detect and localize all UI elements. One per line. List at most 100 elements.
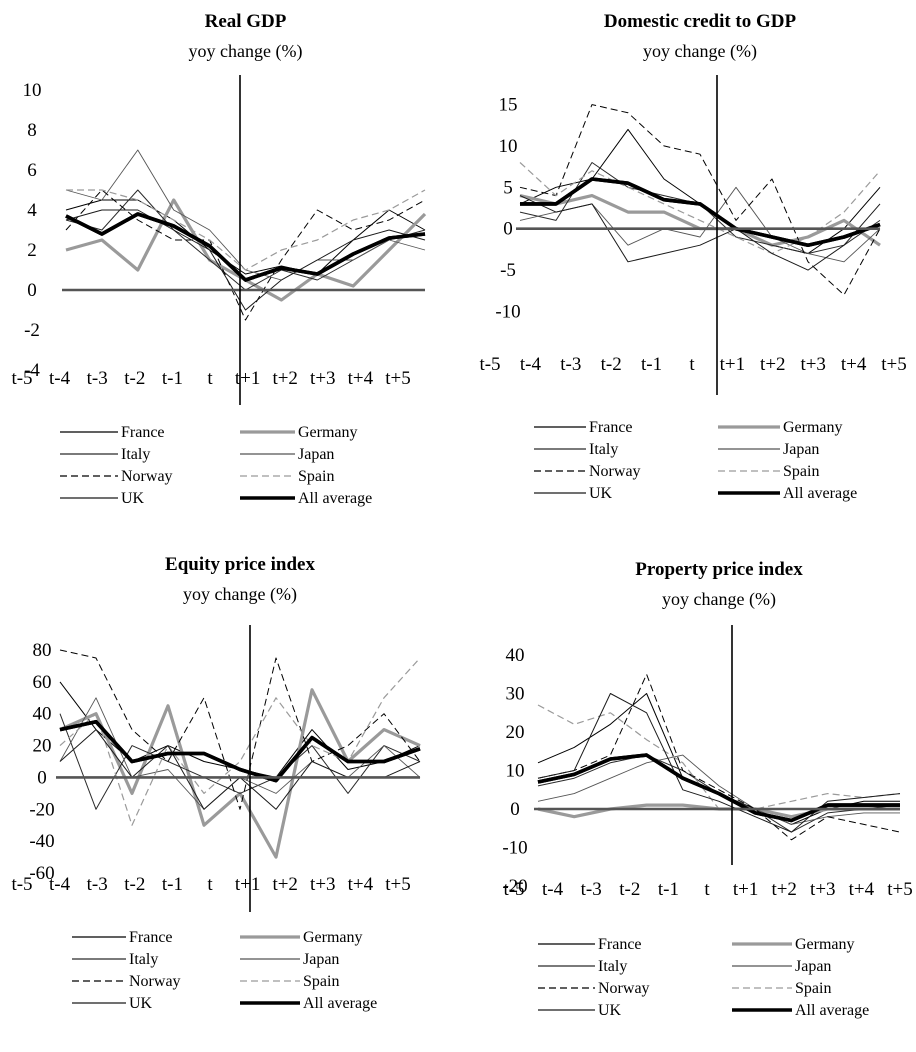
x-tick-label: t+5 bbox=[887, 879, 913, 900]
legend-label: Spain bbox=[303, 973, 339, 990]
x-tick-label: t+3 bbox=[800, 354, 826, 375]
legend-label: Norway bbox=[589, 463, 641, 480]
y-tick-label: -20 bbox=[29, 799, 54, 820]
legend-label: Spain bbox=[795, 980, 831, 997]
legend-label: France bbox=[129, 929, 173, 946]
series-line-germany bbox=[59, 688, 421, 859]
x-tick-label: t+4 bbox=[348, 368, 374, 389]
y-tick-label: 0 bbox=[503, 219, 513, 240]
x-tick-label: t+4 bbox=[849, 879, 875, 900]
x-tick-label: t-2 bbox=[619, 879, 640, 900]
chart-panel-4: Property price index yoy change (%) -20 -10… bbox=[502, 559, 912, 1019]
x-tick-label: t-4 bbox=[49, 368, 71, 389]
y-tick-label: 8 bbox=[27, 120, 37, 141]
series-line-japan bbox=[65, 149, 426, 281]
y-tick-label: -20 bbox=[502, 876, 527, 897]
x-tick-label: t-4 bbox=[520, 354, 542, 375]
x-tick-label: t-3 bbox=[87, 368, 108, 389]
x-tick-label: t+2 bbox=[272, 368, 298, 389]
x-tick-label: t+1 bbox=[235, 368, 261, 389]
chart-title: Real GDP bbox=[205, 11, 287, 32]
series-line-japan bbox=[537, 754, 900, 825]
y-tick-label: 2 bbox=[27, 240, 37, 261]
legend-label: Japan bbox=[783, 441, 819, 458]
x-tick-label: t-1 bbox=[658, 879, 679, 900]
y-tick-label: 6 bbox=[27, 160, 37, 181]
x-tick-label: t+3 bbox=[810, 879, 836, 900]
series-line-uk bbox=[537, 693, 901, 833]
x-tick-label: t-1 bbox=[162, 874, 183, 895]
legend-label: UK bbox=[598, 1002, 622, 1019]
legend-label: Japan bbox=[795, 958, 831, 975]
y-tick-label: 0 bbox=[510, 799, 520, 820]
chart-title: Domestic credit to GDP bbox=[604, 11, 797, 32]
legend-label: All average bbox=[303, 995, 377, 1012]
x-tick-label: t-4 bbox=[49, 874, 71, 895]
legend-label: Norway bbox=[121, 468, 173, 485]
y-tick-label: 80 bbox=[33, 640, 52, 661]
series-line-uk bbox=[65, 209, 426, 311]
series-line-norway bbox=[65, 189, 426, 321]
y-tick-label: 15 bbox=[499, 95, 518, 116]
x-tick-label: t-4 bbox=[542, 879, 564, 900]
x-tick-label: t bbox=[207, 874, 213, 895]
legend-label: Spain bbox=[783, 463, 819, 480]
series-line-spain bbox=[59, 657, 421, 826]
x-tick-label: t+2 bbox=[760, 354, 786, 375]
legend-label: Japan bbox=[298, 446, 334, 463]
legend-label: All average bbox=[795, 1002, 869, 1019]
x-tick-label: t-1 bbox=[162, 368, 183, 389]
x-tick-label: t+1 bbox=[720, 354, 746, 375]
y-tick-label: 10 bbox=[499, 136, 518, 157]
chart-panel-3: Equity price index yoy change (%) -60 -40 -2… bbox=[11, 554, 421, 1012]
legend-label: All average bbox=[783, 485, 857, 502]
y-tick-label: 40 bbox=[33, 704, 52, 725]
y-tick-label: 60 bbox=[33, 672, 52, 693]
chart-panel-2: Domestic credit to GDP yoy change (%) -10 -… bbox=[479, 11, 906, 502]
legend-label: UK bbox=[129, 995, 153, 1012]
legend-label: Spain bbox=[298, 468, 334, 485]
legend-label: France bbox=[121, 424, 165, 441]
series-line-norway bbox=[519, 104, 881, 296]
x-tick-label: t+2 bbox=[272, 874, 298, 895]
series-line-norway bbox=[59, 649, 421, 810]
legend-label: UK bbox=[589, 485, 613, 502]
y-tick-label: -2 bbox=[24, 320, 40, 341]
y-tick-label: 10 bbox=[506, 761, 525, 782]
y-tick-label: -10 bbox=[502, 838, 527, 859]
chart-subtitle: yoy change (%) bbox=[183, 584, 297, 605]
x-tick-label: t-1 bbox=[641, 354, 662, 375]
series-line-all-average-top bbox=[59, 719, 421, 783]
series-line-norway bbox=[537, 673, 901, 841]
x-tick-label: t-5 bbox=[11, 874, 32, 895]
y-tick-label: 5 bbox=[503, 177, 513, 198]
x-tick-label: t-5 bbox=[503, 879, 524, 900]
y-tick-label: -40 bbox=[29, 831, 54, 852]
series-line-france bbox=[65, 199, 426, 275]
chart-title: Equity price index bbox=[165, 554, 315, 575]
legend-label: Germany bbox=[783, 419, 843, 436]
x-tick-label: t-2 bbox=[124, 368, 145, 389]
x-tick-label: t-2 bbox=[124, 874, 145, 895]
y-tick-label: -60 bbox=[29, 863, 54, 884]
legend-label: Italy bbox=[129, 951, 158, 968]
chart-subtitle: yoy change (%) bbox=[662, 589, 776, 610]
x-tick-label: t+4 bbox=[841, 354, 867, 375]
legend-label: Germany bbox=[298, 424, 358, 441]
legend-label: UK bbox=[121, 490, 145, 507]
legend-label: Norway bbox=[598, 980, 650, 997]
series-line-spain bbox=[66, 189, 426, 271]
x-tick-label: t-5 bbox=[11, 368, 32, 389]
chart-subtitle: yoy change (%) bbox=[189, 41, 303, 62]
y-tick-label: 30 bbox=[506, 684, 525, 705]
series-line-all-average bbox=[520, 177, 881, 247]
y-tick-label: -4 bbox=[24, 360, 40, 381]
legend-label: Italy bbox=[598, 958, 627, 975]
x-tick-label: t-3 bbox=[560, 354, 581, 375]
legend-label: Germany bbox=[795, 936, 855, 953]
legend-label: Italy bbox=[121, 446, 150, 463]
series-line-all-average-top bbox=[520, 177, 881, 247]
x-tick-label: t-5 bbox=[479, 354, 500, 375]
x-tick-label: t+3 bbox=[310, 874, 336, 895]
